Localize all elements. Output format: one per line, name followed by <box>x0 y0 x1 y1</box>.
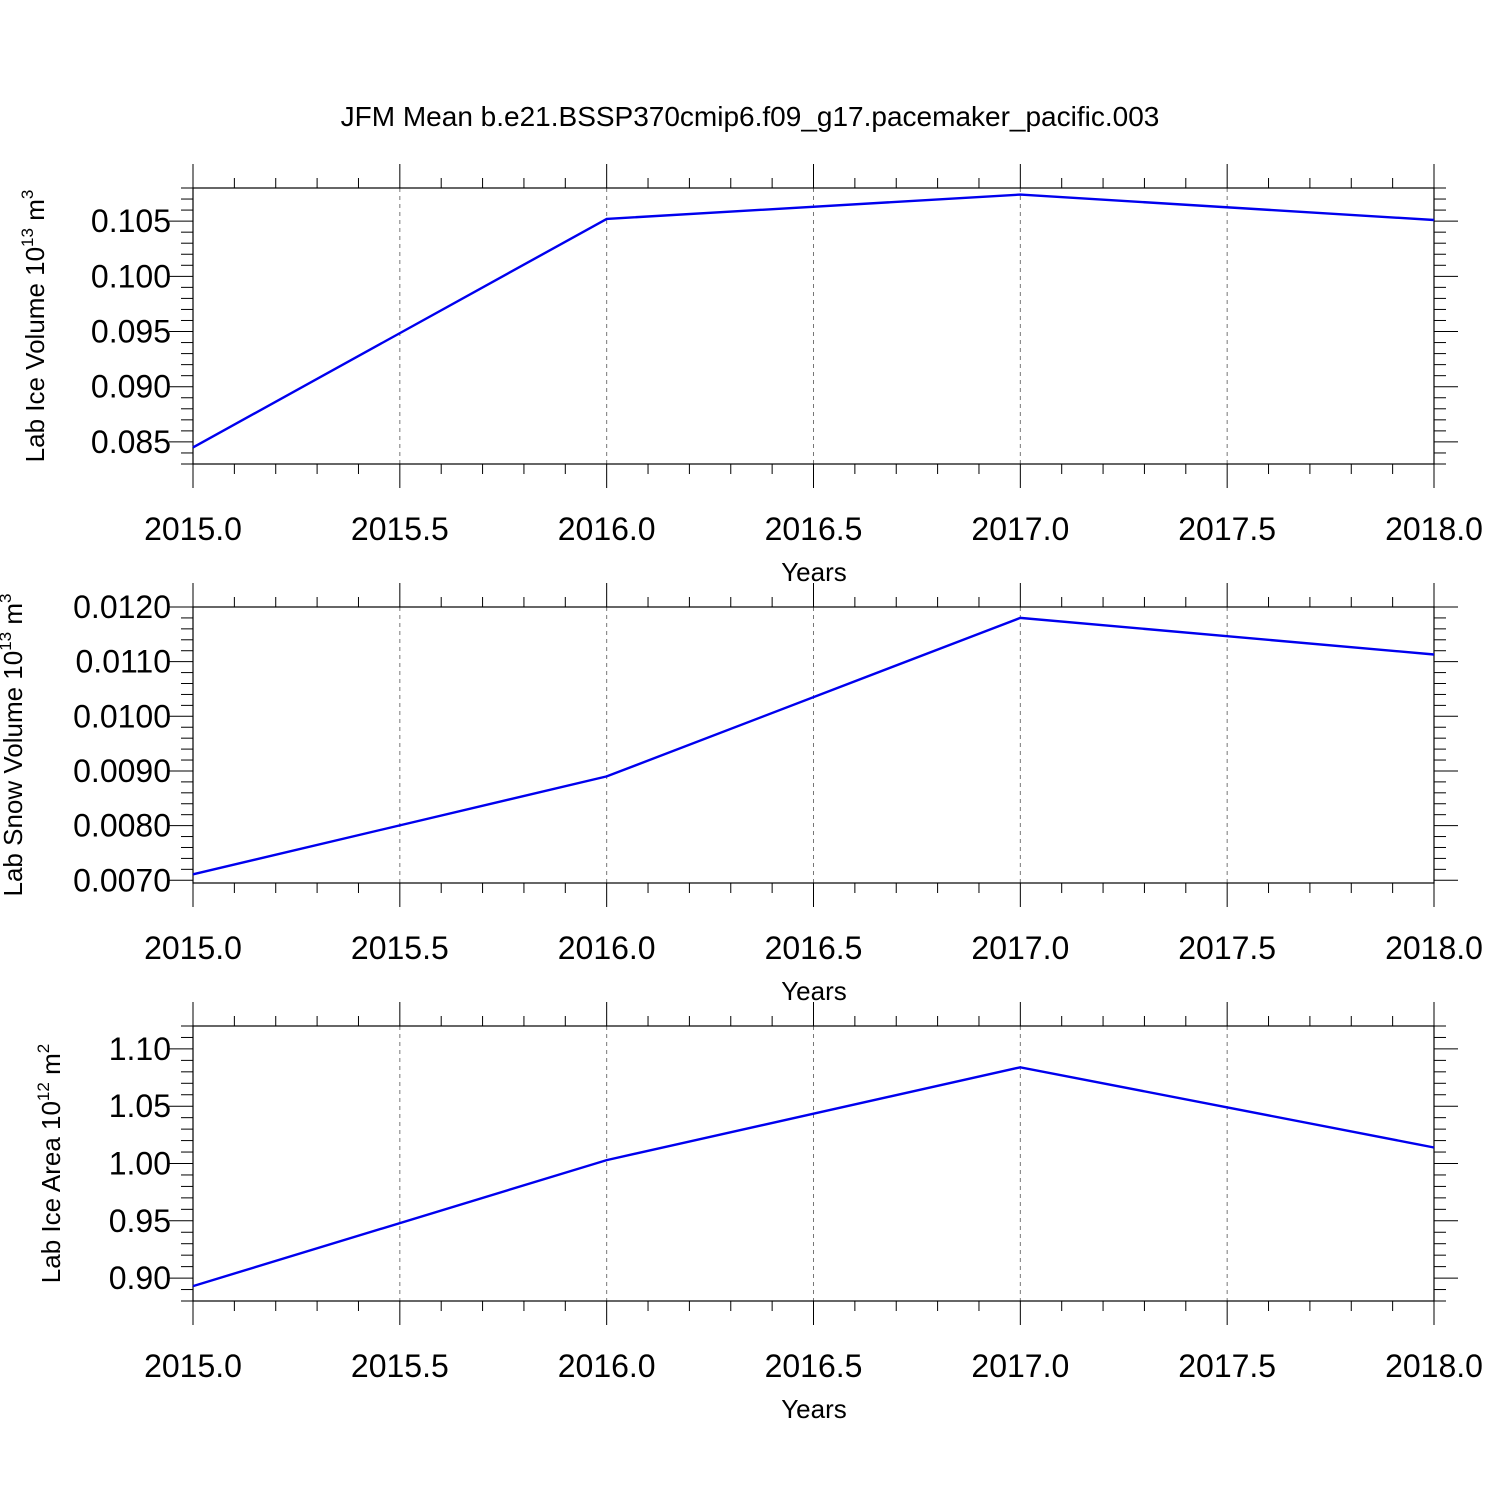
x-tick-label: 2016.5 <box>765 1348 863 1384</box>
x-tick-label: 2018.0 <box>1385 511 1483 547</box>
x-tick-label: 2018.0 <box>1385 1348 1483 1384</box>
x-tick-label: 2015.5 <box>351 1348 449 1384</box>
y-axis-label-unit_exp: 3 <box>18 190 37 199</box>
y-tick-label: 0.0070 <box>73 862 171 898</box>
x-axis-label: Years <box>781 1394 847 1424</box>
series-line <box>192 193 1435 449</box>
y-axis-label-unit_exp: 3 <box>0 593 15 602</box>
x-tick-label: 2017.5 <box>1178 1348 1276 1384</box>
x-tick-label: 2017.0 <box>971 1348 1069 1384</box>
x-tick-label: 2017.0 <box>971 930 1069 966</box>
series-line <box>192 1066 1435 1288</box>
x-tick-label: 2016.5 <box>765 511 863 547</box>
y-axis-label-exp: 13 <box>18 228 37 247</box>
x-tick-label: 2017.0 <box>971 511 1069 547</box>
x-tick-label: 2017.5 <box>1178 930 1276 966</box>
x-axis-label: Years <box>781 976 847 1006</box>
y-axis-label-main: Lab Ice Area 10 <box>36 1101 66 1283</box>
y-axis-label: Lab Ice Volume 1013 m3 <box>18 190 50 463</box>
y-tick-label: 1.05 <box>109 1088 171 1124</box>
x-tick-label: 2015.5 <box>351 511 449 547</box>
y-axis-label-unit: m <box>0 603 28 632</box>
x-tick-label: 2016.0 <box>558 1348 656 1384</box>
y-axis-label: Lab Snow Volume 1013 m3 <box>0 593 28 896</box>
y-axis-label-main: Lab Snow Volume 10 <box>0 651 28 897</box>
x-tick-label: 2015.0 <box>144 930 242 966</box>
y-tick-label: 0.095 <box>91 314 171 350</box>
y-axis-label-exp: 13 <box>0 632 15 651</box>
y-tick-label: 0.0100 <box>73 698 171 734</box>
y-tick-label: 0.95 <box>109 1203 171 1239</box>
y-axis-label-main: Lab Ice Volume 10 <box>20 247 50 462</box>
x-tick-label: 2015.0 <box>144 511 242 547</box>
x-tick-label: 2017.5 <box>1178 511 1276 547</box>
y-tick-label: 1.10 <box>109 1031 171 1067</box>
panel-3: 2015.0 2015.5 2016.0 2016.5 2017.0 2017.5 2018… <box>34 1002 1483 1424</box>
series-line <box>192 616 1435 876</box>
y-axis-label-unit_exp: 2 <box>34 1044 53 1053</box>
x-tick-label: 2015.0 <box>144 1348 242 1384</box>
y-tick-label: 0.0080 <box>73 808 171 844</box>
x-tick-label: 2016.0 <box>558 511 656 547</box>
y-tick-label: 0.90 <box>109 1260 171 1296</box>
y-axis-label: Lab Ice Area 1012 m2 <box>34 1044 66 1283</box>
y-axis-label-unit: m <box>36 1053 66 1082</box>
y-tick-label: 1.00 <box>109 1146 171 1182</box>
y-axis-label-exp: 12 <box>34 1082 53 1101</box>
y-tick-label: 0.085 <box>91 424 171 460</box>
x-tick-label: 2015.5 <box>351 930 449 966</box>
x-axis-label: Years <box>781 557 847 587</box>
y-axis-label-unit: m <box>20 199 50 228</box>
y-tick-label: 0.0120 <box>73 589 171 625</box>
y-tick-label: 0.0090 <box>73 753 171 789</box>
x-tick-label: 2016.5 <box>765 930 863 966</box>
y-tick-label: 0.105 <box>91 203 171 239</box>
x-tick-label: 2016.0 <box>558 930 656 966</box>
figure-title: JFM Mean b.e21.BSSP370cmip6.f09_g17.pace… <box>341 101 1160 132</box>
panel-1: 2015.0 2015.5 2016.0 2016.5 2017.0 2017.5 2018… <box>18 164 1483 587</box>
y-tick-label: 0.0110 <box>76 644 172 680</box>
panel-2: 2015.0 2015.5 2016.0 2016.5 2017.0 2017.5 2018… <box>0 583 1483 1006</box>
y-tick-label: 0.100 <box>91 258 171 294</box>
x-tick-label: 2018.0 <box>1385 930 1483 966</box>
panels: 2015.0 2015.5 2016.0 2016.5 2017.0 2017.5 2018… <box>0 164 1483 1424</box>
y-tick-label: 0.090 <box>91 369 171 405</box>
